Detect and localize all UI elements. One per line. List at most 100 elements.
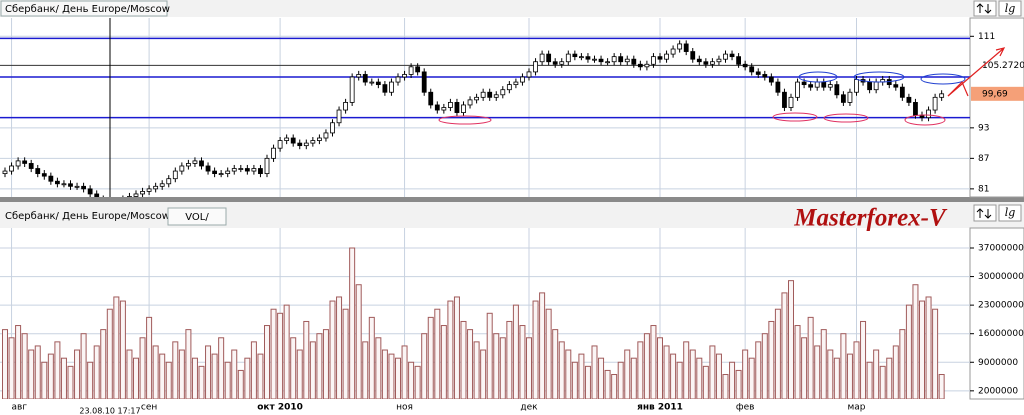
candle-body xyxy=(854,79,859,93)
candle-body xyxy=(408,66,414,75)
volume-bar xyxy=(342,308,349,399)
candle-body xyxy=(670,48,676,55)
volume-bar xyxy=(270,308,277,399)
volume-bar xyxy=(218,337,225,399)
y-tick-label: 30000000 xyxy=(978,272,1024,282)
volume-bar xyxy=(840,333,847,399)
volume-bar xyxy=(571,361,578,399)
candle-body xyxy=(520,76,525,83)
pane-title: Сбербанк/ День Europe/Moscow xyxy=(5,4,170,15)
volume-bar xyxy=(473,341,480,399)
volume-bar xyxy=(133,357,139,399)
x-tick-label: окт 2010 xyxy=(257,403,303,413)
volume-bar xyxy=(198,365,205,399)
candle-body xyxy=(631,58,637,65)
volume-bar xyxy=(277,312,284,399)
candle-body xyxy=(264,157,270,175)
candle-body xyxy=(814,81,820,88)
candle-body xyxy=(827,84,833,88)
header-bar xyxy=(0,0,1024,17)
candle-body xyxy=(775,81,781,93)
candle-body xyxy=(68,183,73,187)
volume-bar xyxy=(919,300,925,399)
volume-bar xyxy=(657,337,663,399)
candle-body xyxy=(271,147,276,159)
volume-bar xyxy=(827,349,834,399)
marker-label: 99,69 xyxy=(982,89,1008,99)
volume-bar xyxy=(807,316,814,399)
candle-body xyxy=(592,58,597,61)
candle-body xyxy=(906,96,912,103)
volume-bar xyxy=(309,341,316,399)
candle-body xyxy=(421,71,427,93)
candle-body xyxy=(782,91,787,108)
volume-bar xyxy=(34,345,41,399)
volume-bar xyxy=(2,329,8,399)
volume-bar xyxy=(165,361,172,399)
candle-body xyxy=(153,185,159,190)
volume-bar xyxy=(126,349,133,399)
volume-bar xyxy=(296,349,303,399)
volume-bar xyxy=(47,353,54,399)
cursor-label: 23.08.10 17:17 xyxy=(79,407,140,415)
candle-body xyxy=(651,56,656,65)
candle-body xyxy=(284,137,290,141)
candle-body xyxy=(389,81,394,93)
candle-body xyxy=(493,94,499,98)
candle-body xyxy=(664,53,669,60)
volume-bar xyxy=(578,353,585,399)
candle-body xyxy=(506,84,512,91)
candle-body xyxy=(657,56,663,60)
volume-bar xyxy=(336,296,343,399)
x-tick-label: авг xyxy=(12,403,28,413)
volume-bar xyxy=(676,361,683,399)
candle-body xyxy=(251,168,257,172)
indicator-box[interactable] xyxy=(167,207,227,226)
volume-bar xyxy=(467,329,474,399)
candle-body xyxy=(834,84,840,96)
sort-button[interactable] xyxy=(973,0,997,17)
volume-bar xyxy=(395,357,401,399)
log-button[interactable] xyxy=(998,0,1022,17)
volume-bar xyxy=(932,308,939,399)
volume-bar xyxy=(788,280,794,399)
volume-bar xyxy=(224,361,231,399)
volume-bar xyxy=(408,361,415,399)
candle-body xyxy=(644,63,650,68)
candle-body xyxy=(336,109,342,124)
volume-bar xyxy=(362,341,369,399)
volume-bar xyxy=(604,369,611,399)
volume-bar xyxy=(381,349,388,399)
ellipse xyxy=(823,113,869,123)
candle-body xyxy=(330,122,335,134)
indicator-label: VOL/ xyxy=(185,212,209,223)
y-tick-label: 93 xyxy=(978,123,989,133)
volume-bar xyxy=(375,337,382,399)
volume-bar xyxy=(264,325,270,399)
candle-body xyxy=(231,168,237,172)
volume-bar xyxy=(93,345,100,399)
candle-body xyxy=(343,102,349,111)
volume-bar xyxy=(814,345,821,399)
candle-body xyxy=(565,53,571,63)
volume-bar xyxy=(801,337,808,399)
volume-bar xyxy=(598,357,605,399)
candle-body xyxy=(9,165,14,172)
candle-body xyxy=(172,170,178,180)
candle-body xyxy=(15,160,21,167)
candle-body xyxy=(821,81,827,88)
candle-body xyxy=(847,91,853,103)
volume-bar xyxy=(545,308,552,399)
volume-bar xyxy=(237,369,244,399)
x-tick-label: дек xyxy=(520,403,538,413)
candle-body xyxy=(755,71,761,75)
log-button[interactable] xyxy=(998,204,1022,222)
volume-bar xyxy=(453,296,460,399)
volume-axis xyxy=(969,227,1024,400)
sort-button[interactable] xyxy=(973,204,997,222)
volume-bar xyxy=(663,345,670,399)
volume-bar xyxy=(755,341,762,399)
sort-icon xyxy=(976,3,992,14)
volume-bar xyxy=(702,365,709,399)
candle-body xyxy=(546,53,552,63)
